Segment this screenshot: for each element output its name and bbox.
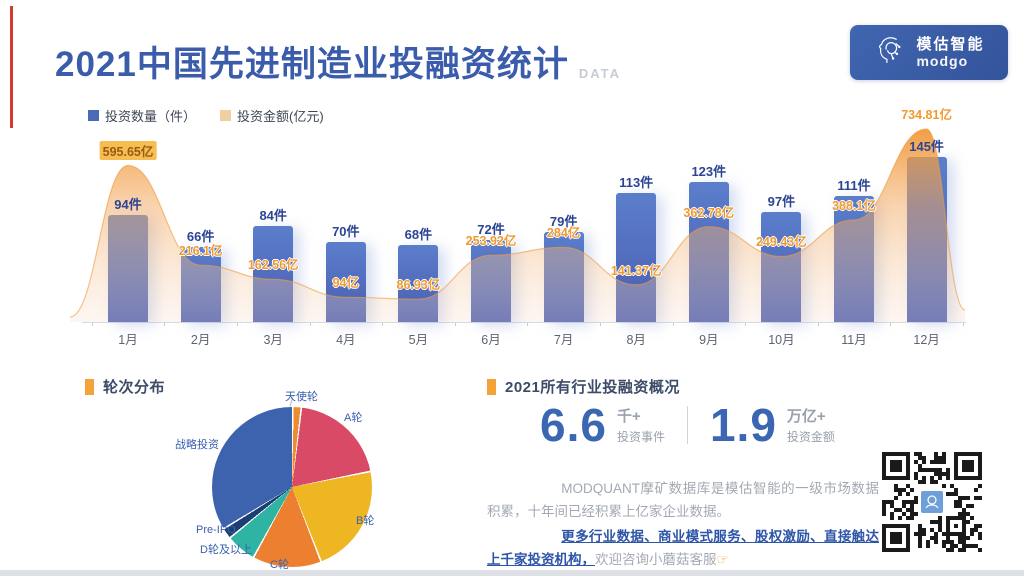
pie-slice-label: 战略投资 xyxy=(175,436,219,452)
pie-slice-label: 天使轮 xyxy=(285,388,318,404)
bar-amount-label: 284亿 xyxy=(547,222,580,241)
stat-unit: 万亿+ xyxy=(787,405,835,426)
bar xyxy=(544,232,584,322)
brand-name-cn: 模估智能 xyxy=(916,36,984,53)
legend-swatch-count xyxy=(88,110,99,121)
bar xyxy=(907,157,947,322)
bar-count-label: 145件 xyxy=(909,136,944,155)
brand-logo: 模估智能 modgo xyxy=(850,25,1008,80)
summary-section-title: 2021所有行业投融资概况 xyxy=(505,376,680,397)
page-header: 2021中国先进制造业投融资统计 DATA xyxy=(55,36,621,87)
stat-label: 投资事件 xyxy=(617,428,665,445)
bar-amount-label: 362.78亿 xyxy=(683,202,734,221)
bar-amount-label: 595.65亿 xyxy=(100,141,157,160)
legend-swatch-amount xyxy=(220,110,231,121)
bar-count-label: 111件 xyxy=(837,175,870,194)
x-axis-label: 10月 xyxy=(768,329,794,348)
x-axis-label: 8月 xyxy=(626,329,645,348)
summary-stats: 6.6 千+ 投资事件 1.9 万亿+ 投资金额 xyxy=(540,402,835,448)
pie-slice-label: D轮及以上 xyxy=(200,541,252,557)
brand-name-en: modgo xyxy=(916,53,984,69)
x-axis-label: 6月 xyxy=(481,329,500,348)
bar-amount-label: 141.37亿 xyxy=(611,260,662,279)
title-data-suffix: DATA xyxy=(579,66,621,87)
legend-item-amount: 投资金额(亿元) xyxy=(220,106,324,125)
bar-chart-plot: 94件595.65亿1月66件216.1亿2月84件162.56亿3月70件94… xyxy=(80,135,970,322)
stat-meta: 千+ 投资事件 xyxy=(617,405,665,445)
x-axis-label: 1月 xyxy=(118,329,137,348)
bar-count-label: 94件 xyxy=(114,194,141,213)
bar-amount-label: 249.43亿 xyxy=(756,231,807,250)
x-axis xyxy=(82,322,966,323)
bar-amount-label: 216.1亿 xyxy=(179,240,223,259)
bar-count-label: 97件 xyxy=(768,191,795,210)
bar xyxy=(834,196,874,322)
bar-count-label: 113件 xyxy=(619,172,653,191)
pie-slice-label: Pre-IPO xyxy=(196,524,236,536)
brand-name: 模估智能 modgo xyxy=(916,36,984,69)
brand-head-icon xyxy=(873,33,907,72)
x-axis-label: 5月 xyxy=(409,329,428,348)
bar-count-label: 84件 xyxy=(259,205,286,224)
legend-label-count: 投资数量（件） xyxy=(105,106,196,125)
x-axis-label: 12月 xyxy=(913,329,939,348)
x-axis-label: 11月 xyxy=(841,329,866,348)
bar xyxy=(471,240,511,322)
stat-value: 1.9 xyxy=(710,402,777,448)
cta-rest-text: 欢迎咨询小蘑菇客服 xyxy=(595,552,717,567)
legend-label-amount: 投资金额(亿元) xyxy=(237,106,324,125)
chart-legend: 投资数量（件） 投资金额(亿元) xyxy=(88,106,324,125)
pie-section-title: 轮次分布 xyxy=(103,376,165,397)
stat-meta: 万亿+ 投资金额 xyxy=(787,405,835,445)
bar xyxy=(253,226,293,322)
bar xyxy=(761,212,801,322)
bar-count-label: 123件 xyxy=(691,161,726,180)
stat-unit: 千+ xyxy=(617,405,665,426)
summary-text: MODQUANT摩矿数据库是模估智能的一级市场数据积累，十年间已经积累上亿家企业… xyxy=(487,478,879,572)
stat-investment-events: 6.6 千+ 投资事件 xyxy=(540,402,665,448)
stat-value: 6.6 xyxy=(540,402,607,448)
bar-amount-label: 94亿 xyxy=(333,272,359,291)
bar-count-label: 70件 xyxy=(332,221,359,240)
page-title: 2021中国先进制造业投融资统计 xyxy=(55,36,569,87)
x-axis-label: 7月 xyxy=(554,329,573,348)
pie-section-header: 轮次分布 xyxy=(85,376,165,397)
bar-amount-label: 86.93亿 xyxy=(397,274,441,293)
qr-code xyxy=(882,452,982,554)
title-accent-bar xyxy=(10,6,13,128)
summary-paragraph: MODQUANT摩矿数据库是模估智能的一级市场数据积累，十年间已经积累上亿家企业… xyxy=(487,478,879,524)
legend-item-count: 投资数量（件） xyxy=(88,106,196,125)
bar-amount-label: 253.92亿 xyxy=(466,230,517,249)
pie-slice-label: C轮 xyxy=(270,556,289,572)
infographic-slide: 2021中国先进制造业投融资统计 DATA 模估智能 modgo 投资数量（件） xyxy=(0,0,1024,576)
bar xyxy=(616,193,656,322)
pie-slice-label: B轮 xyxy=(356,512,374,528)
section-bullet-icon xyxy=(487,379,496,395)
cta-paragraph: 更多行业数据、商业模式服务、股权激励、直接触达上千家投资机构，欢迎咨询小蘑菇客服… xyxy=(487,526,879,572)
stat-divider xyxy=(687,406,688,444)
section-bullet-icon xyxy=(85,379,94,395)
slide-bottom-edge xyxy=(0,570,1024,576)
bar-amount-label: 388.1亿 xyxy=(832,195,876,214)
stat-label: 投资金额 xyxy=(787,428,835,445)
x-axis-label: 9月 xyxy=(699,329,718,348)
bar-amount-label: 734.81亿 xyxy=(901,104,952,123)
pie-slice-label: A轮 xyxy=(344,409,362,425)
bar xyxy=(108,215,148,322)
pointer-icon: ☞ xyxy=(717,552,729,567)
bar-amount-label: 162.56亿 xyxy=(248,254,299,273)
summary-section-header: 2021所有行业投融资概况 xyxy=(487,376,680,397)
stat-investment-amount: 1.9 万亿+ 投资金额 xyxy=(710,402,835,448)
x-axis-label: 3月 xyxy=(263,329,282,348)
x-axis-label: 4月 xyxy=(336,329,355,348)
bar-count-label: 68件 xyxy=(405,224,432,243)
x-axis-label: 2月 xyxy=(191,329,210,348)
